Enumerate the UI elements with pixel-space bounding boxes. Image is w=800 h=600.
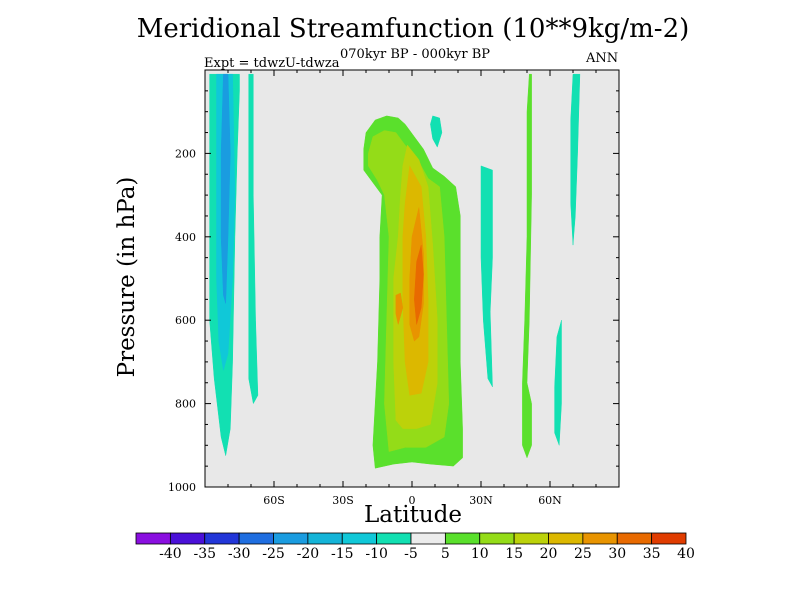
chart-title: Meridional Streamfunction (10**9kg/m-2) — [136, 14, 690, 44]
chart-subtitle: 070kyr BP - 000kyr BP — [340, 47, 491, 62]
colorbar-label: 40 — [677, 546, 695, 562]
colorbar-swatch — [410, 532, 446, 545]
x-tick-label: 0 — [409, 494, 416, 507]
colorbar-swatch — [341, 532, 378, 545]
colorbar-label: 10 — [471, 546, 489, 562]
colorbar-label: 35 — [643, 546, 661, 562]
y-tick-label: 800 — [175, 398, 196, 411]
colorbar-swatch — [582, 532, 618, 545]
contour-region — [554, 319, 562, 446]
experiment-label: Expt = tdwzU-tdwza — [204, 56, 340, 71]
colorbar-swatch — [548, 532, 584, 545]
colorbar-label: 5 — [441, 546, 450, 562]
contour-region — [220, 73, 231, 304]
colorbar-label: -30 — [228, 546, 251, 562]
colorbar-swatch — [135, 532, 171, 545]
colorbar-swatch — [273, 532, 309, 545]
y-tick-label: 200 — [175, 147, 196, 160]
contour-region — [522, 73, 532, 459]
y-tick-label: 400 — [175, 231, 196, 244]
contour-region — [430, 115, 443, 148]
colorbar-label: 30 — [608, 546, 626, 562]
colorbar-label: -10 — [365, 546, 388, 562]
contour-region — [248, 73, 259, 404]
x-tick-label: 30N — [469, 494, 493, 507]
colorbar-swatch — [169, 532, 206, 545]
colorbar-label: -20 — [297, 546, 320, 562]
contour-region — [395, 292, 404, 325]
colorbar-swatch — [238, 532, 274, 545]
colorbar-label: -40 — [159, 546, 182, 562]
contour-region — [414, 244, 424, 325]
y-tick-label: 1000 — [168, 481, 196, 494]
x-tick-label: 30S — [332, 494, 354, 507]
colorbar-swatch — [444, 532, 481, 545]
x-tick-label: 60S — [263, 494, 285, 507]
colorbar-label: -15 — [331, 546, 354, 562]
colorbar-swatch — [307, 532, 343, 545]
x-tick-label: 60N — [538, 494, 562, 507]
colorbar-swatch — [479, 532, 515, 545]
y-tick-label: 600 — [175, 314, 196, 327]
season-label: ANN — [586, 51, 619, 66]
colorbar-swatch — [204, 532, 240, 545]
colorbar-label: -25 — [262, 546, 285, 562]
colorbar-swatch — [513, 532, 549, 545]
contour-region — [570, 73, 581, 246]
colorbar-swatch — [376, 532, 412, 545]
colorbar-label: 20 — [540, 546, 558, 562]
colorbar-label: 15 — [505, 546, 523, 562]
colorbar-label: -35 — [193, 546, 216, 562]
colorbar-label: 25 — [574, 546, 592, 562]
contour-region — [480, 165, 493, 388]
colorbar-swatch — [616, 532, 653, 545]
x-axis-label: Latitude — [364, 502, 462, 528]
colorbar-label: -5 — [404, 546, 418, 562]
colorbar-swatch — [651, 532, 687, 545]
